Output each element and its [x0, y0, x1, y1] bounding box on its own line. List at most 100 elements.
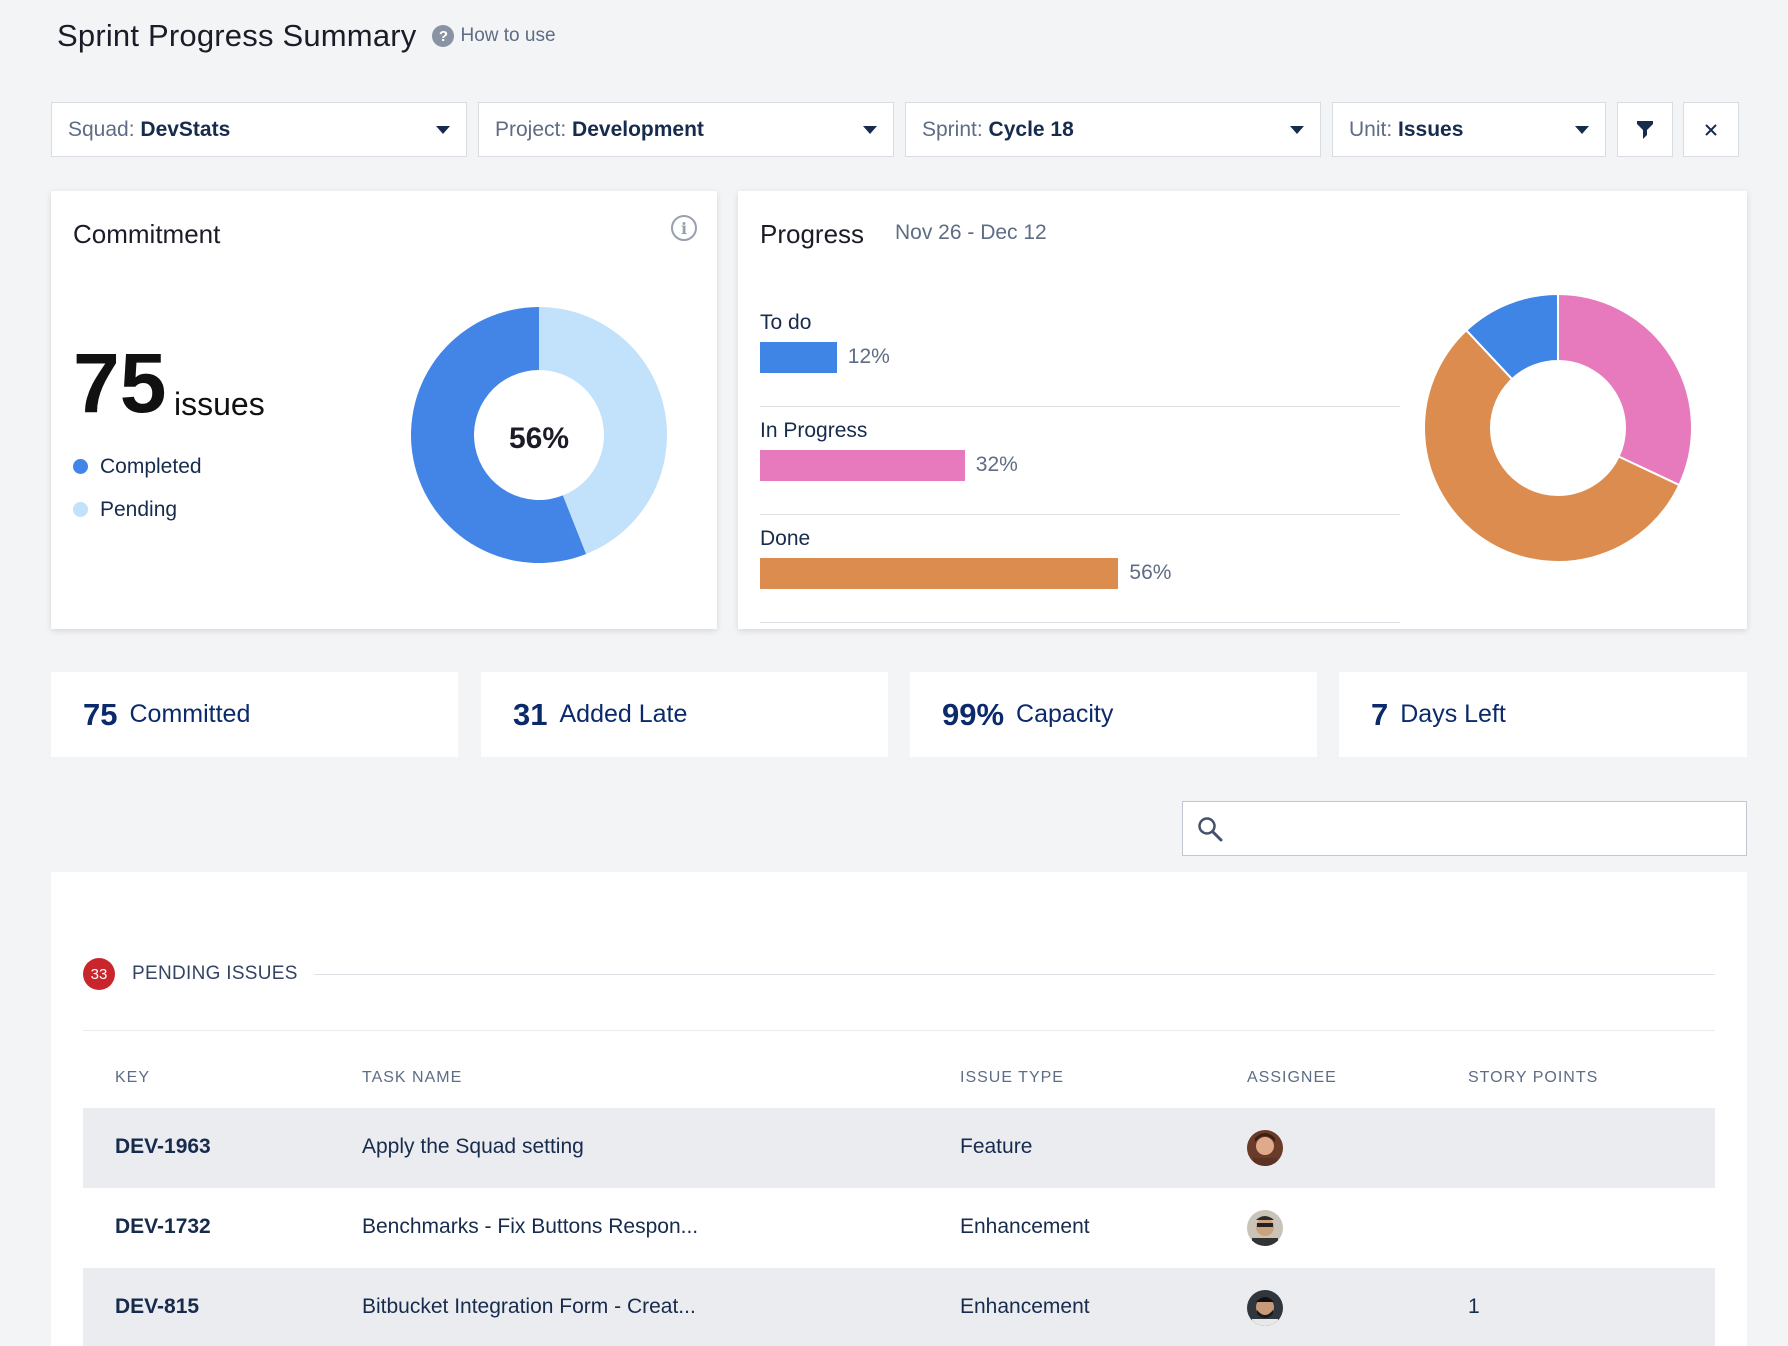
progress-bar-todo[interactable] [760, 342, 837, 373]
sprint-select-value: Cycle 18 [988, 117, 1074, 141]
table-row[interactable]: DEV-815 Bitbucket Integration Form - Cre… [83, 1268, 1715, 1346]
progress-bar-in-progress[interactable] [760, 450, 965, 481]
progress-row-todo: To do 12% [760, 299, 1400, 407]
donut-slice-in-progress[interactable] [1557, 293, 1693, 487]
issue-key[interactable]: DEV-1732 [115, 1215, 211, 1238]
progress-pct-in-progress: 32% [975, 453, 1018, 476]
issue-type: Enhancement [960, 1215, 1090, 1238]
progress-donut-chart [1423, 293, 1693, 563]
page-header: Sprint Progress Summary ? How to use [57, 18, 556, 54]
stat-capacity-value: 99% [942, 696, 1005, 732]
pending-issues-card: 33 PENDING ISSUES KEY TASK NAME ISSUE TY… [51, 872, 1747, 1346]
story-points: 1 [1468, 1295, 1480, 1318]
task-name[interactable]: Bitbucket Integration Form - Creat... [362, 1295, 696, 1318]
funnel-icon [1637, 120, 1653, 139]
commitment-title: Commitment [73, 219, 221, 249]
donut-slice-pending[interactable] [539, 307, 667, 555]
project-select-label: Project: [495, 117, 567, 141]
legend-item-completed: Completed [73, 445, 202, 488]
filter-button[interactable] [1617, 102, 1673, 157]
table-header: KEY TASK NAME ISSUE TYPE ASSIGNEE STORY … [83, 1030, 1715, 1106]
avatar[interactable] [1247, 1210, 1283, 1246]
progress-date-range: Nov 26 - Dec 12 [895, 221, 1047, 244]
commitment-total: 75 [73, 336, 167, 430]
stat-committed-value: 75 [83, 696, 118, 732]
search-box [1182, 801, 1747, 856]
legend-dot-pending [73, 502, 88, 517]
column-header-key[interactable]: KEY [115, 1069, 151, 1086]
help-icon: ? [432, 25, 455, 47]
task-name[interactable]: Benchmarks - Fix Buttons Respon... [362, 1215, 699, 1238]
commitment-donut-chart: 56% [411, 307, 667, 563]
search-icon [1198, 816, 1223, 841]
column-header-issue-type[interactable]: ISSUE TYPE [960, 1069, 1064, 1086]
progress-row-in-progress: In Progress 32% [760, 407, 1400, 515]
stat-days-left-label: Days Left [1400, 700, 1506, 728]
progress-label-in-progress: In Progress [760, 419, 868, 442]
unit-select[interactable]: Unit: Issues [1332, 102, 1606, 157]
close-icon [1705, 123, 1717, 136]
progress-label-done: Done [760, 527, 811, 550]
pending-issues-header: 33 PENDING ISSUES [83, 958, 1715, 990]
page-title: Sprint Progress Summary [57, 18, 417, 53]
column-header-story-points[interactable]: STORY POINTS [1468, 1069, 1599, 1086]
filter-bar: Squad: DevStats Project: Development Spr… [51, 102, 1749, 157]
project-select-value: Development [572, 117, 704, 141]
commitment-card: Commitment i 75 issues Completed Pending… [51, 191, 717, 629]
issue-key[interactable]: DEV-1963 [115, 1135, 211, 1158]
legend-dot-completed [73, 459, 88, 474]
progress-pct-done: 56% [1129, 561, 1172, 584]
caret-down-icon [863, 125, 877, 134]
squad-select-label: Squad: [68, 117, 135, 141]
stat-capacity-label: Capacity [1016, 700, 1114, 728]
caret-down-icon [436, 125, 450, 134]
sprint-select-label: Sprint: [922, 117, 983, 141]
legend-label-pending: Pending [100, 497, 178, 521]
stat-added-late-value: 31 [513, 696, 548, 732]
progress-card: Progress Nov 26 - Dec 12 To do 12% In Pr… [738, 191, 1747, 629]
stat-committed-label: Committed [129, 700, 251, 728]
caret-down-icon [1575, 125, 1589, 134]
how-to-use-label: How to use [460, 25, 556, 46]
unit-select-label: Unit: [1349, 117, 1393, 141]
how-to-use-link[interactable]: ? How to use [432, 25, 556, 47]
table-row[interactable]: DEV-1732 Benchmarks - Fix Buttons Respon… [83, 1188, 1715, 1268]
sprint-select[interactable]: Sprint: Cycle 18 [905, 102, 1321, 157]
avatar[interactable] [1247, 1130, 1283, 1166]
progress-bar-done[interactable] [760, 558, 1119, 589]
stat-capacity: 99% Capacity [910, 672, 1317, 757]
issue-type: Feature [960, 1135, 1033, 1158]
issue-key[interactable]: DEV-815 [115, 1295, 200, 1318]
progress-label-todo: To do [760, 311, 812, 334]
clear-filters-button[interactable] [1683, 102, 1739, 157]
column-header-assignee[interactable]: ASSIGNEE [1247, 1069, 1337, 1086]
info-icon[interactable]: i [671, 215, 697, 241]
donut-slice-done[interactable] [1423, 328, 1681, 563]
legend-label-completed: Completed [100, 454, 202, 478]
legend-item-pending: Pending [73, 488, 202, 531]
donut-center-label: 56% [509, 422, 569, 455]
divider [313, 973, 1715, 975]
stat-days-left: 7 Days Left [1339, 672, 1747, 757]
progress-pct-todo: 12% [847, 345, 890, 368]
column-header-task-name[interactable]: TASK NAME [362, 1069, 463, 1086]
pending-issues-label: PENDING ISSUES [132, 963, 298, 984]
unit-select-value: Issues [1398, 117, 1464, 141]
squad-select[interactable]: Squad: DevStats [51, 102, 467, 157]
stat-days-left-value: 7 [1371, 696, 1389, 732]
task-name[interactable]: Apply the Squad setting [362, 1135, 584, 1158]
table-row[interactable]: DEV-1963 Apply the Squad setting Feature [83, 1108, 1715, 1188]
stat-committed: 75 Committed [51, 672, 458, 757]
stat-added-late-label: Added Late [559, 700, 688, 728]
avatar[interactable] [1247, 1290, 1283, 1326]
pending-count-badge: 33 [83, 958, 115, 990]
progress-row-done: Done 56% [760, 515, 1400, 623]
stat-added-late: 31 Added Late [481, 672, 888, 757]
squad-select-value: DevStats [140, 117, 231, 141]
project-select[interactable]: Project: Development [478, 102, 894, 157]
donut-slice-completed[interactable] [411, 307, 587, 563]
caret-down-icon [1290, 125, 1304, 134]
search-input[interactable] [1235, 817, 1746, 840]
commitment-legend: Completed Pending [73, 445, 202, 531]
issue-type: Enhancement [960, 1295, 1090, 1318]
